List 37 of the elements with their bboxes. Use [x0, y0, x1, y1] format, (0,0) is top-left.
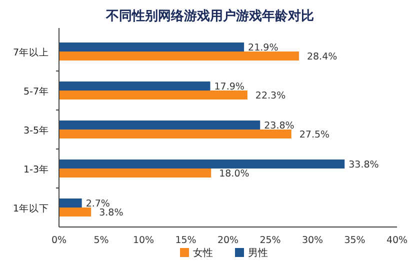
y-tick-label: 5-7年	[23, 86, 49, 98]
bar	[59, 198, 82, 208]
x-tick-label: 15%	[175, 235, 196, 246]
y-tick-label: 7年以上	[12, 46, 49, 58]
data-label: 23.8%	[264, 120, 294, 132]
y-tick-label: 3-5年	[23, 124, 49, 136]
bar	[59, 42, 244, 52]
data-label: 22.3%	[255, 90, 286, 102]
x-tick-label: 25%	[260, 235, 281, 246]
x-tick-label: 5%	[94, 235, 109, 246]
data-label: 27.5%	[299, 130, 330, 140]
x-tick-label: 20%	[217, 235, 239, 246]
x-tick-label: 10%	[132, 235, 154, 246]
data-label: 33.8%	[348, 160, 379, 170]
data-label: 2.7%	[86, 198, 110, 210]
bar	[59, 120, 260, 130]
x-tick-label: 0%	[51, 235, 67, 246]
bar	[59, 160, 345, 168]
legend-label: 男性	[248, 247, 268, 259]
data-label: 3.8%	[99, 208, 124, 218]
x-tick-label: 35%	[344, 235, 366, 246]
data-label: 28.4%	[306, 52, 338, 62]
chart-title: 不同性别网络游戏用户游戏年龄对比	[105, 8, 314, 24]
data-label: 21.9%	[248, 42, 278, 54]
bar	[59, 90, 248, 100]
bar	[59, 168, 212, 178]
bar	[59, 208, 92, 216]
bar	[59, 52, 299, 60]
y-tick-label: 1年以下	[12, 202, 49, 214]
data-label: 17.9%	[214, 82, 244, 92]
x-tick-label: 40%	[386, 235, 408, 246]
x-tick-label: 30%	[302, 235, 324, 246]
data-label: 18.0%	[219, 168, 250, 180]
bar	[59, 82, 210, 90]
legend-label: 女性	[193, 247, 213, 259]
bar	[59, 130, 292, 138]
y-tick-label: 1-3年	[23, 164, 49, 176]
